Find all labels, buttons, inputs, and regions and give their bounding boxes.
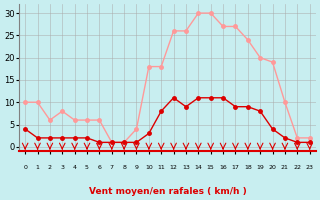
X-axis label: Vent moyen/en rafales ( km/h ): Vent moyen/en rafales ( km/h ) [89, 187, 246, 196]
